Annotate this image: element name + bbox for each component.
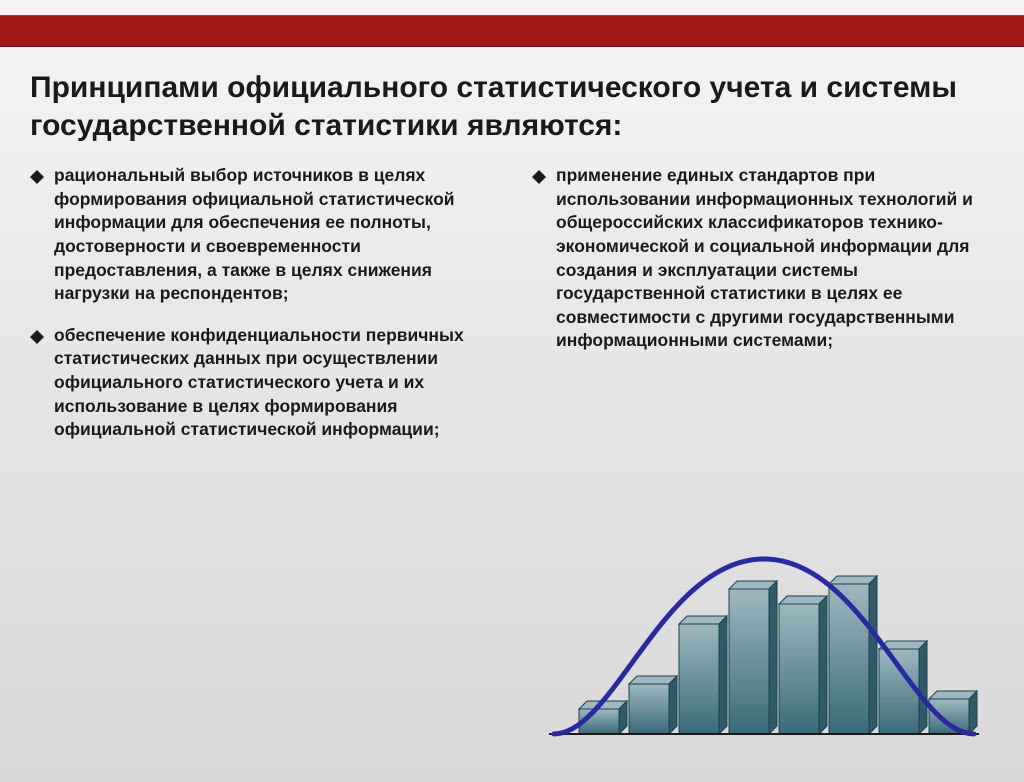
diamond-icon [532, 170, 546, 184]
bullet-text: применение единых стандартов при использ… [556, 164, 994, 353]
content-columns: рациональный выбор источников в целях фо… [0, 154, 1024, 460]
page-title: Принципами официального статистического … [0, 47, 1024, 154]
list-item: рациональный выбор источников в целях фо… [30, 164, 492, 306]
diamond-icon [30, 170, 44, 184]
list-item: применение единых стандартов при использ… [532, 164, 994, 353]
header-bar [0, 15, 1024, 47]
right-column: применение единых стандартов при использ… [532, 164, 994, 460]
distribution-chart [544, 539, 984, 754]
diamond-icon [30, 330, 44, 344]
bullet-text: обеспечение конфиденциальности первичных… [54, 324, 492, 442]
bullet-text: рациональный выбор источников в целях фо… [54, 164, 492, 306]
left-column: рациональный выбор источников в целях фо… [30, 164, 492, 460]
list-item: обеспечение конфиденциальности первичных… [30, 324, 492, 442]
